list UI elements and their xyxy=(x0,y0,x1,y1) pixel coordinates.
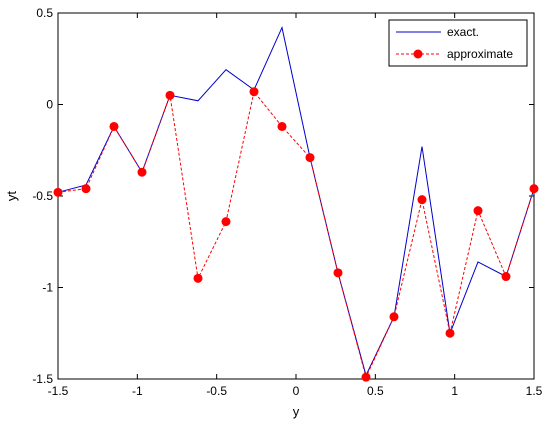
y-tick-label: -1 xyxy=(42,281,53,295)
data-point-approximate xyxy=(445,328,455,338)
legend-marker-approximate xyxy=(413,49,423,59)
series-line-approximate xyxy=(57,90,535,379)
data-point-approximate xyxy=(389,312,399,322)
y-tick-label: 0 xyxy=(46,98,53,112)
x-tick-label: -1.5 xyxy=(48,384,69,398)
x-tick-label: 1 xyxy=(451,384,458,398)
x-tick-label: -0.5 xyxy=(206,384,227,398)
legend: exact. approximate xyxy=(388,19,528,67)
data-point-approximate xyxy=(193,273,203,283)
data-point-approximate xyxy=(109,121,119,131)
data-point-approximate xyxy=(501,272,511,282)
y-tick-label: -1.5 xyxy=(32,372,53,386)
data-point-approximate xyxy=(305,153,315,163)
data-point-approximate xyxy=(277,121,287,131)
data-point-approximate xyxy=(221,217,231,227)
data-point-approximate xyxy=(53,187,63,197)
plot-area xyxy=(57,12,535,380)
data-point-approximate xyxy=(81,184,91,194)
x-axis-label: y xyxy=(293,404,300,419)
x-tick-label: 1.5 xyxy=(526,384,543,398)
y-axis-label: yt xyxy=(4,191,19,202)
x-tick-label: 0.5 xyxy=(367,384,384,398)
data-point-approximate xyxy=(137,167,147,177)
data-point-approximate xyxy=(333,268,343,278)
y-tick-label: -0.5 xyxy=(32,189,53,203)
data-point-approximate xyxy=(417,195,427,205)
data-point-approximate xyxy=(361,372,371,382)
data-point-approximate xyxy=(249,87,259,97)
series-layer xyxy=(53,26,539,382)
data-point-approximate xyxy=(165,90,175,100)
legend-label-exact: exact. xyxy=(447,25,479,39)
ticks-layer: -1.5 -1 -0.5 0 0.5 1 1.5 -1.5 -1 -0.5 0 0.5 xyxy=(32,6,542,398)
data-point-approximate xyxy=(529,184,539,194)
x-tick-label: -1 xyxy=(132,384,143,398)
x-tick-label: 0 xyxy=(293,384,300,398)
legend-box xyxy=(388,19,528,67)
legend-label-approximate: approximate xyxy=(447,47,513,61)
y-tick-label: 0.5 xyxy=(36,6,53,20)
data-point-approximate xyxy=(473,206,483,216)
